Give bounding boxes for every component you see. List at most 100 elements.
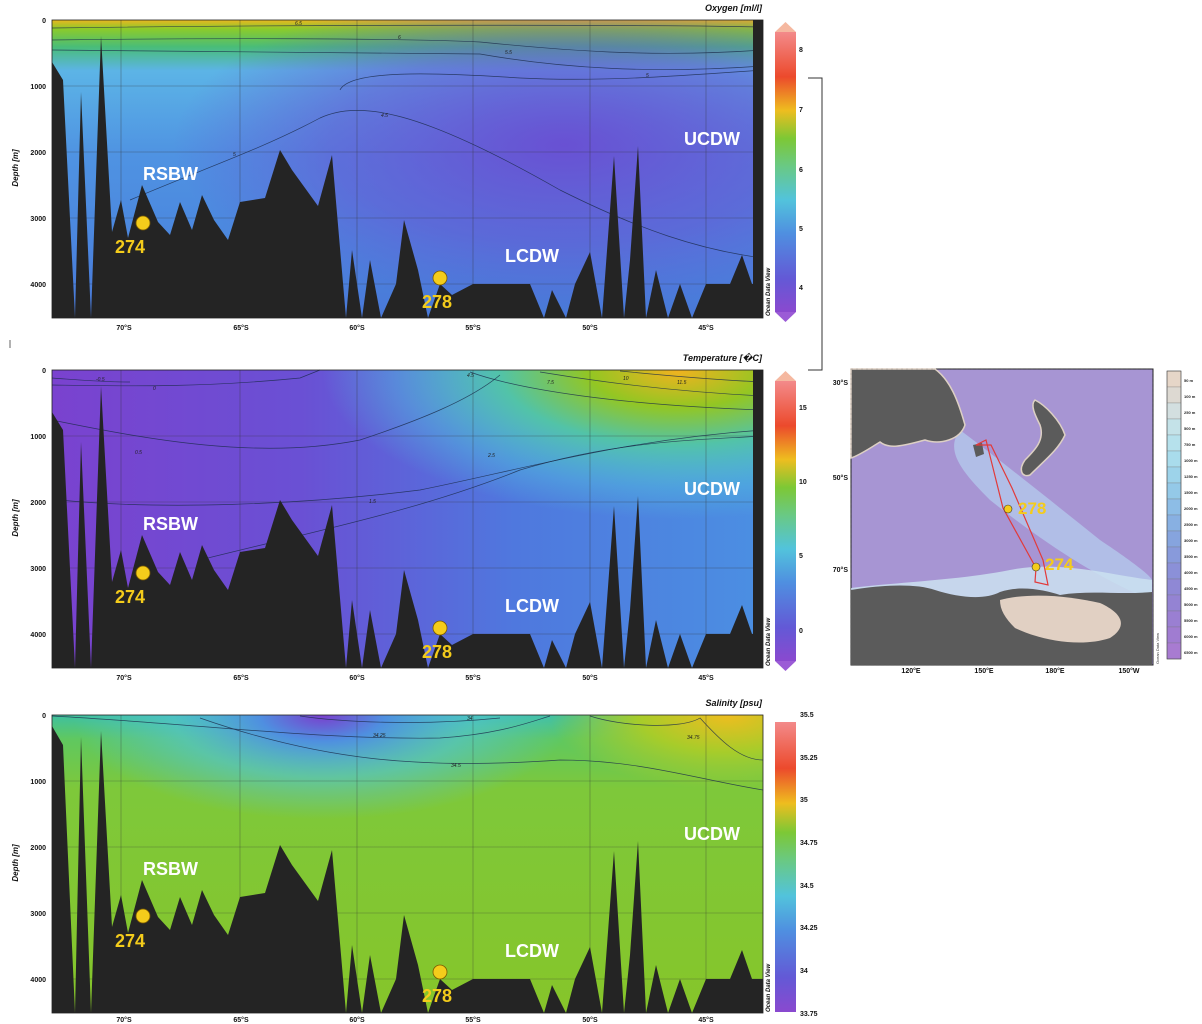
oxygen-y-axis-label: Depth [m] [11, 149, 20, 187]
oxygen-x-tick: 55°S [465, 324, 481, 332]
map-legend-label: 5500 m [1184, 618, 1198, 623]
temperature-right-mask [753, 370, 763, 668]
temperature-panel: -0.5 0 0.5 1.5 2.5 4.5 7.5 10 11.5 Tempe… [11, 352, 807, 682]
oxygen-colorbar-tick: 4 [799, 285, 803, 292]
salinity-panel: 34 34.25 34.5 34.75 Salinity [psu] Depth… [11, 698, 818, 1024]
map-lon-tick: 120°E [901, 667, 920, 675]
salinity-plot-frame [51, 714, 764, 1014]
map-legend-label: 6000 m [1184, 634, 1198, 639]
oxygen-label-rsbw: RSBW [143, 164, 198, 184]
map-legend-label: 50 m [1184, 378, 1194, 383]
salinity-colorbar-tick: 34 [800, 968, 808, 975]
salinity-colorbar-tick: 35 [800, 797, 808, 804]
map-legend-swatch [1166, 482, 1182, 500]
salinity-title: Salinity [psu] [705, 698, 763, 708]
map-legend-swatch [1166, 594, 1182, 612]
map-inset: 278 274 30°S 50°S 70°S 120°E 150°E 180°E… [833, 368, 1198, 675]
map-legend-swatch [1166, 466, 1182, 484]
oxygen-colorbar-tick: 6 [799, 167, 803, 174]
oxygen-plot-frame [51, 19, 764, 319]
oxygen-x-tick: 70°S [116, 324, 132, 332]
salinity-contour-label: 34.5 [451, 763, 461, 769]
oxygen-x-ticks: 70°S 65°S 60°S 55°S 50°S 45°S [116, 324, 714, 332]
temperature-y-tick: 3000 [30, 566, 46, 573]
map-depth-legend: 50 m 100 m 250 m 500 m 750 m 1000 m 1250 m 1500… [1166, 370, 1198, 660]
map-legend-swatch [1166, 434, 1182, 452]
map-legend-label: 2500 m [1184, 522, 1198, 527]
map-legend-label: 4000 m [1184, 570, 1198, 575]
salinity-y-tick: 4000 [30, 977, 46, 984]
map-station-278-marker [1003, 504, 1013, 514]
map-station-274-label: 274 [1045, 555, 1074, 574]
oxygen-contours [51, 24, 764, 259]
map-legend-swatch [1166, 386, 1182, 404]
salinity-colorbar-tick: 35.5 [800, 712, 814, 719]
salinity-contour-label: 34.75 [687, 735, 700, 741]
panel-map-bracket [808, 77, 823, 371]
map-legend-swatch [1166, 546, 1182, 564]
oxygen-x-tick: 60°S [349, 324, 365, 332]
map-legend-swatch [1166, 562, 1182, 580]
salinity-x-tick: 55°S [465, 1016, 481, 1024]
salinity-colorbar-tick: 34.75 [800, 840, 818, 847]
salinity-x-tick: 50°S [582, 1016, 598, 1024]
map-brand: Ocean Data View [1155, 633, 1160, 664]
oxygen-x-tick: 45°S [698, 324, 714, 332]
temperature-contour-label: 0.5 [135, 450, 142, 456]
oxygen-y-tick: 3000 [30, 216, 46, 223]
oxygen-y-tick: 1000 [30, 84, 46, 91]
salinity-y-axis-label: Depth [m] [11, 844, 20, 882]
salinity-contour-labels: 34 34.25 34.5 34.75 [373, 716, 700, 769]
map-station-274-marker [1031, 562, 1041, 572]
map-legend-swatch [1166, 418, 1182, 436]
map-legend-label: 3000 m [1184, 538, 1198, 543]
oxygen-colorbar-tick: 7 [799, 107, 803, 114]
salinity-station-278-label: 278 [422, 986, 452, 1006]
oxygen-y-tick: 4000 [30, 282, 46, 289]
map-legend-label: 750 m [1184, 442, 1196, 447]
map-tasmania [973, 443, 984, 457]
salinity-colorbar-tick: 34.25 [800, 925, 818, 932]
map-legend-swatch [1166, 642, 1182, 660]
salinity-colorbar-tick: 35.25 [800, 755, 818, 762]
salinity-station-278-marker [432, 964, 448, 980]
oxygen-colorbar-top-cap [775, 22, 796, 32]
oxygen-label-lcdw: LCDW [505, 246, 559, 266]
temperature-station-274-label: 274 [115, 587, 145, 607]
oxygen-contour-label: 4.5 [381, 113, 388, 119]
map-lat-tick: 70°S [833, 566, 849, 574]
map-lon-tick: 180°E [1045, 667, 1064, 675]
map-station-278-label: 278 [1018, 499, 1046, 518]
salinity-colorbar-tick: 34.5 [800, 883, 814, 890]
temperature-contour-label: 11.5 [677, 380, 687, 386]
oxygen-colorbar-tick: 5 [799, 226, 803, 233]
map-legend-swatch [1166, 610, 1182, 628]
salinity-label-rsbw: RSBW [143, 859, 198, 879]
temperature-plot-frame [51, 369, 764, 669]
map-lat-tick: 30°S [833, 379, 849, 387]
temperature-contour-label: 7.5 [547, 380, 554, 386]
temperature-seafloor [52, 386, 763, 668]
oxygen-contour-labels: 6.5 6 5.5 5 4.5 5 [233, 21, 649, 158]
temperature-station-278-marker [432, 620, 448, 636]
temperature-colorbar-tick: 15 [799, 405, 807, 412]
temperature-y-tick: 2000 [30, 500, 46, 507]
temperature-x-tick: 60°S [349, 674, 365, 682]
oxygen-contour-label: 6 [398, 35, 401, 41]
temperature-contour-label: -0.5 [96, 377, 105, 383]
temperature-colorbar: 15 10 5 0 Ocean Data View [766, 371, 807, 671]
oxygen-station-278-marker [432, 270, 448, 286]
temperature-colorbar-top-cap [775, 371, 796, 381]
map-legend-frame [1166, 370, 1182, 660]
salinity-x-tick: 45°S [698, 1016, 714, 1024]
oxygen-right-mask [753, 20, 763, 318]
map-legend-label: 5000 m [1184, 602, 1198, 607]
salinity-seafloor [52, 726, 763, 1013]
map-new-zealand [1020, 399, 1066, 477]
temperature-x-tick: 45°S [698, 674, 714, 682]
oxygen-station-278-label: 278 [422, 292, 452, 312]
map-legend-label: 4500 m [1184, 586, 1198, 591]
temperature-colorbar-tick: 10 [799, 479, 807, 486]
temperature-label-lcdw: LCDW [505, 596, 559, 616]
oxygen-colorbar-tick: 8 [799, 47, 803, 54]
